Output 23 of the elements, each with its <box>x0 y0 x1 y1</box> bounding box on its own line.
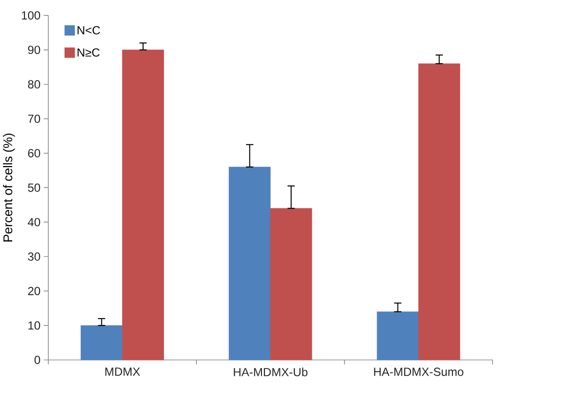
y-tick-label: 40 <box>28 218 40 226</box>
y-tick-label: 30 <box>28 252 40 261</box>
y-tick-label: 0 <box>34 356 40 364</box>
y-tick-label: 10 <box>28 321 40 330</box>
y-tick-label: 100 <box>22 11 40 20</box>
y-tick-label: 90 <box>28 46 40 54</box>
y-tick-label: 80 <box>28 80 40 88</box>
legend-label: N≥C <box>78 48 100 56</box>
bar <box>228 166 271 360</box>
x-tick-label: HA-MDMX-Ub <box>234 367 308 376</box>
bar <box>270 208 312 360</box>
bar <box>376 311 419 360</box>
bar <box>122 49 164 360</box>
y-tick-label: 60 <box>28 148 40 158</box>
y-tick-label: 70 <box>28 114 40 123</box>
y-tick-label: 50 <box>28 183 40 192</box>
bar <box>80 325 123 360</box>
x-tick-label: MDMX <box>105 367 140 376</box>
legend-label: N<C <box>78 26 100 34</box>
y-axis-title: Percent of cells (%) <box>3 133 15 242</box>
y-tick-label: 20 <box>28 286 40 295</box>
x-tick-label: HA-MDMX-Sumo <box>374 367 464 376</box>
bar <box>418 63 460 360</box>
